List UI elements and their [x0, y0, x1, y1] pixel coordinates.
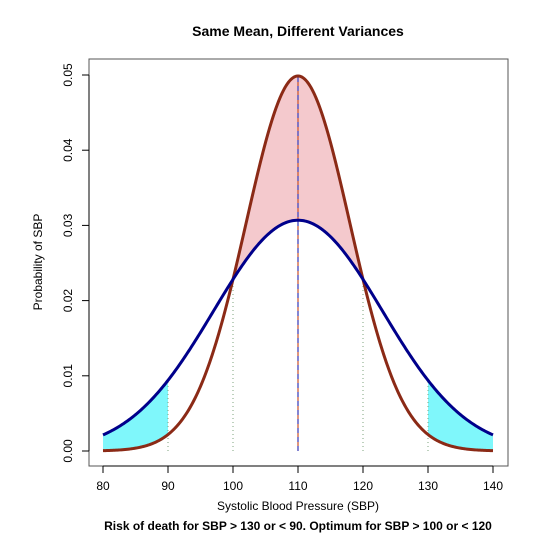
chart-subtitle: Risk of death for SBP > 130 or < 90. Opt…: [104, 519, 492, 533]
x-axis-label: Systolic Blood Pressure (SBP): [217, 499, 379, 513]
y-tick-label: 0.00: [61, 439, 75, 463]
y-axis-label: Probability of SBP: [31, 214, 45, 311]
x-axis: 80 90 100 110 120 130 140: [96, 465, 503, 493]
curves: [102, 74, 494, 453]
y-tick-label: 0.05: [61, 63, 75, 87]
x-tick-label: 90: [161, 479, 175, 493]
x-tick-label: 110: [288, 479, 307, 493]
y-tick-label: 0.01: [61, 364, 75, 388]
x-tick-label: 100: [223, 479, 243, 493]
y-tick-label: 0.03: [61, 213, 75, 237]
y-tick-label: 0.04: [61, 138, 75, 162]
x-tick-label: 140: [483, 479, 503, 493]
series-line-0: [102, 74, 494, 453]
x-tick-label: 80: [96, 479, 110, 493]
x-tick-label: 130: [418, 479, 438, 493]
series-line-1: [102, 218, 494, 437]
x-tick-label: 120: [353, 479, 373, 493]
y-axis: 0.00 0.01 0.02 0.03 0.04 0.05: [61, 63, 90, 463]
y-tick-label: 0.02: [61, 289, 75, 313]
reference-lines: [167, 75, 429, 451]
chart-title: Same Mean, Different Variances: [192, 23, 404, 39]
